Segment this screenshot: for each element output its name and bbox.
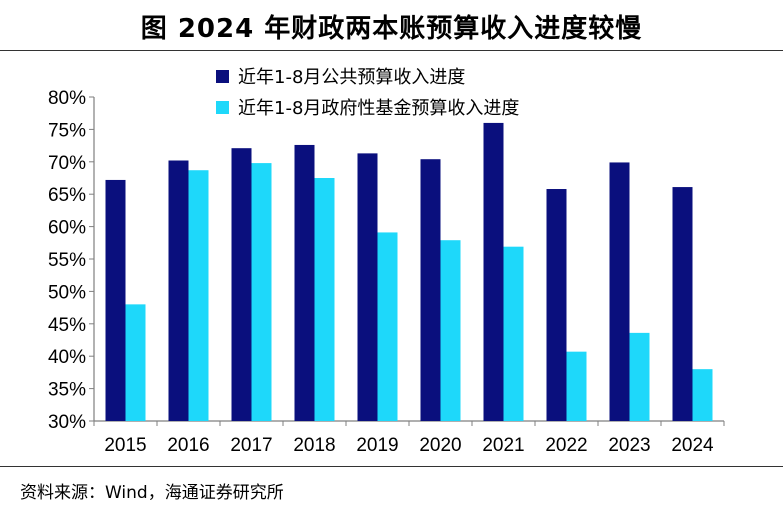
x-tick-label: 2023 [608, 435, 650, 456]
bar-series1-2015 [105, 179, 126, 421]
title-rule [0, 50, 783, 51]
legend: 近年1-8月公共预算收入进度 近年1-8月政府性基金预算收入进度 [216, 67, 519, 119]
y-tick-label: 40% [48, 347, 86, 368]
y-tick-label: 55% [48, 250, 86, 271]
chart-title: 图 2024 年财政两本账预算收入进度较慢 [140, 14, 643, 44]
bars [105, 122, 713, 422]
x-tick-label: 2015 [104, 435, 146, 456]
bar-series2-2020 [440, 240, 461, 421]
bar-series2-2017 [251, 163, 272, 421]
x-tick-label: 2017 [230, 435, 272, 456]
x-tick-label: 2016 [167, 435, 209, 456]
bar-series1-2022 [546, 189, 567, 421]
bar-series2-2015 [125, 304, 146, 421]
x-tick-label: 2021 [482, 435, 524, 456]
bar-series2-2016 [188, 170, 209, 421]
y-tick-label: 60% [48, 218, 86, 239]
x-tick-label: 2019 [356, 435, 398, 456]
y-tick-label: 30% [48, 412, 86, 433]
bar-series2-2022 [566, 351, 587, 421]
bar-series2-2021 [503, 246, 524, 421]
legend-swatch-series1 [216, 70, 229, 83]
x-tick-label: 2024 [671, 435, 714, 456]
x-tick-label: 2018 [293, 435, 335, 456]
bar-series2-2019 [377, 232, 398, 421]
bar-series2-2018 [314, 178, 335, 421]
legend-label-series1: 近年1-8月公共预算收入进度 [238, 67, 465, 88]
y-tick-label: 50% [48, 282, 86, 303]
bar-series1-2023 [609, 162, 630, 421]
bar-series1-2017 [231, 148, 252, 421]
source-rule [0, 466, 783, 467]
legend-label-series2: 近年1-8月政府性基金预算收入进度 [238, 98, 519, 119]
bar-series2-2023 [629, 332, 650, 421]
y-tick-label: 45% [48, 315, 86, 336]
bar-series1-2020 [420, 159, 441, 421]
y-tick-label: 65% [48, 185, 86, 206]
y-tick-label: 35% [48, 380, 86, 401]
bar-series2-2024 [692, 369, 713, 421]
legend-swatch-series2 [216, 101, 229, 114]
bar-series1-2018 [294, 144, 315, 421]
x-tick-label: 2020 [419, 435, 461, 456]
bar-series1-2019 [357, 153, 378, 421]
bar-series1-2024 [672, 187, 693, 421]
source-note: 资料来源：Wind，海通证券研究所 [20, 483, 284, 503]
y-tick-label: 75% [48, 120, 86, 141]
bar-series1-2016 [168, 160, 189, 421]
x-tick-label: 2022 [545, 435, 587, 456]
y-tick-label: 70% [48, 153, 86, 174]
y-tick-label: 80% [48, 88, 86, 109]
bar-series1-2021 [483, 122, 504, 422]
